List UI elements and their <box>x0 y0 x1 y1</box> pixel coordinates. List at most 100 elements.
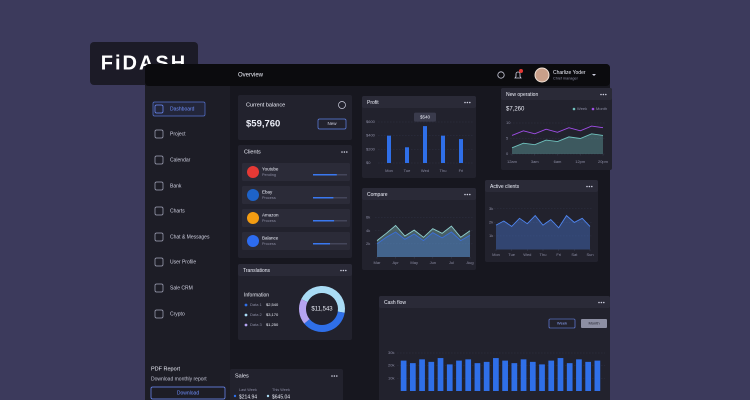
line <box>511 133 604 149</box>
x-tick-label: Mon <box>385 168 393 173</box>
menu-dot[interactable] <box>341 151 343 153</box>
y-tick-label: 10k <box>388 375 394 380</box>
download-button[interactable] <box>150 386 226 400</box>
menu-dot[interactable] <box>331 375 333 377</box>
nav-item[interactable]: Calendar <box>170 157 191 163</box>
nav-item[interactable]: Project <box>170 131 186 137</box>
menu-dot[interactable] <box>343 151 346 153</box>
card-title: Compare <box>367 192 388 198</box>
nav-icon <box>154 309 164 319</box>
nav-item[interactable]: Crypto <box>170 311 185 317</box>
report-text: Download monthly report <box>151 376 207 382</box>
sales-dot <box>266 394 270 398</box>
menu-dot[interactable] <box>346 151 348 153</box>
nav-item[interactable]: Bank <box>170 183 182 189</box>
menu-dot[interactable] <box>588 185 591 188</box>
line <box>376 231 471 245</box>
menu-dot[interactable] <box>602 93 605 96</box>
legend-label: Week <box>577 106 587 111</box>
x-tick-label: Wed <box>523 252 531 257</box>
menu-dot[interactable] <box>600 93 602 96</box>
card <box>362 188 476 270</box>
legend-swatch <box>244 323 248 327</box>
menu-dot[interactable] <box>342 269 345 272</box>
nav-icon <box>154 283 164 293</box>
bar <box>557 358 564 391</box>
bar <box>465 359 472 391</box>
menu-dot[interactable] <box>598 301 600 304</box>
nav-item[interactable]: Dashboard <box>170 106 195 112</box>
client-status: Process <box>262 196 276 200</box>
tooltip-label: $540 <box>420 114 431 119</box>
toggle-button[interactable] <box>548 318 576 329</box>
x-tick-label: Jun <box>430 260 436 265</box>
balance-arrow[interactable] <box>338 101 346 109</box>
bar <box>441 135 445 163</box>
settings-icon[interactable] <box>497 71 505 79</box>
menu-dot[interactable] <box>591 185 593 188</box>
bar <box>576 359 582 391</box>
card-header <box>501 88 612 100</box>
bell-icon[interactable] <box>514 71 522 79</box>
y-tick-label: 6k <box>366 215 370 220</box>
user-menu-caret[interactable] <box>592 74 596 76</box>
client-row[interactable] <box>242 163 350 181</box>
client-row[interactable] <box>242 209 350 227</box>
nav-item[interactable]: Sale CRM <box>170 285 193 291</box>
clients-title: Clients <box>244 149 261 155</box>
y-tick-label: $0 <box>366 160 371 165</box>
menu-dot[interactable] <box>464 101 466 104</box>
menu-dot[interactable] <box>333 375 336 377</box>
bar <box>409 363 416 391</box>
card-title: Translations <box>243 268 271 274</box>
legend-label: Month <box>596 106 607 111</box>
client-icon <box>247 235 259 247</box>
client-row[interactable] <box>242 232 350 250</box>
legend-value: $2,540 <box>266 302 279 307</box>
card-header <box>485 180 598 192</box>
nav-item[interactable]: Chat & Messages <box>170 234 210 240</box>
nav-item[interactable]: User Profile <box>170 259 196 265</box>
menu-dot[interactable] <box>466 193 469 196</box>
avatar[interactable] <box>534 67 550 83</box>
x-tick-label: Thu <box>540 252 547 257</box>
menu-dot[interactable] <box>469 101 471 104</box>
area <box>377 225 470 257</box>
menu-dot[interactable] <box>464 193 466 196</box>
line <box>376 224 471 241</box>
menu-dot[interactable] <box>603 301 605 304</box>
user-role: Chief manager <box>553 77 579 81</box>
menu-dot[interactable] <box>466 101 469 104</box>
toggle-button[interactable] <box>581 319 607 328</box>
legend-swatch <box>244 303 248 307</box>
x-tick-label: Fri <box>459 168 464 173</box>
card-title: Active clients <box>490 184 520 190</box>
client-status: Pending <box>262 173 276 177</box>
client-row[interactable] <box>242 186 350 204</box>
new-button[interactable] <box>317 118 347 130</box>
bar <box>437 358 444 391</box>
menu-dot[interactable] <box>586 185 588 188</box>
nav-item[interactable]: Charts <box>170 208 185 214</box>
x-tick-label: 6am <box>554 159 562 164</box>
x-tick-label: Wed <box>421 168 429 173</box>
menu-dot[interactable] <box>336 375 338 377</box>
menu-dot[interactable] <box>605 93 607 96</box>
client-status: Process <box>262 242 276 246</box>
menu-dot[interactable] <box>345 269 347 272</box>
bar <box>423 126 427 163</box>
bar <box>405 147 409 163</box>
line <box>511 125 604 136</box>
client-name: Balance <box>262 236 279 241</box>
balance-label: Current balance <box>246 102 285 108</box>
x-tick-label: Mon <box>492 252 500 257</box>
x-tick-label: Tue <box>404 168 412 173</box>
menu-dot[interactable] <box>600 301 603 304</box>
menu-dot[interactable] <box>340 269 342 272</box>
progress-bar <box>313 243 330 245</box>
nav-icon <box>154 181 164 191</box>
sales-value: $645.04 <box>272 394 290 400</box>
menu-dot[interactable] <box>469 193 471 196</box>
notification-badge <box>519 69 523 73</box>
report-title: PDF Report <box>151 366 181 372</box>
